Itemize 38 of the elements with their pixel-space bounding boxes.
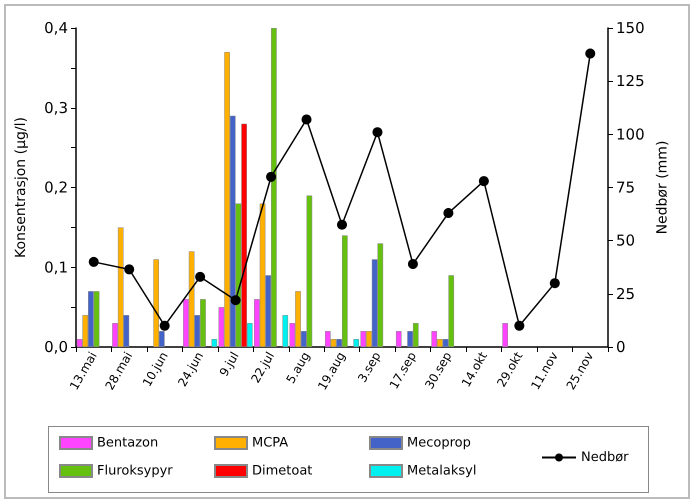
legend-label: Mecoprop [407, 436, 471, 450]
point [372, 127, 382, 138]
point [88, 256, 99, 267]
y-tick-label: 0,3 [44, 98, 68, 117]
point [514, 320, 524, 331]
point [408, 259, 418, 270]
y2-tick-label: 150 [616, 19, 645, 37]
point [302, 114, 312, 124]
point [585, 48, 596, 59]
bar [502, 323, 508, 347]
y2-tick-label: 125 [616, 72, 645, 90]
y-tick-label: 0,2 [44, 178, 68, 196]
point [550, 278, 560, 288]
point [266, 172, 276, 182]
point [443, 208, 454, 218]
point [478, 176, 489, 186]
legend-label: Dimetoat [252, 464, 312, 478]
y-axis-title: Konsentrasjon (µg/l) [13, 117, 29, 258]
point [124, 264, 134, 274]
legend-label: Metalaksyl [407, 464, 476, 478]
legend-label: Nedbør [581, 450, 630, 465]
y2-tick-label: 100 [616, 125, 645, 144]
legend-label: MCPA [252, 436, 288, 450]
y2-tick-label: 75 [616, 178, 636, 196]
y2-tick-label: 0 [616, 338, 626, 356]
point [195, 272, 206, 282]
legend-label: Bentazon [97, 436, 158, 450]
y2-tick-label: 50 [616, 232, 636, 250]
y2-axis-title: Nedbør (mm) [654, 140, 671, 234]
point [160, 320, 170, 331]
y-tick-label: 0,4 [44, 19, 68, 37]
y-tick-label: 0,0 [44, 338, 68, 356]
y-tick-label: 0,1 [44, 258, 68, 276]
legend-label: Fluroksypyr [97, 464, 174, 478]
bar [396, 331, 402, 347]
y2-tick-label: 25 [616, 284, 636, 303]
point [230, 295, 241, 306]
point [337, 220, 347, 230]
